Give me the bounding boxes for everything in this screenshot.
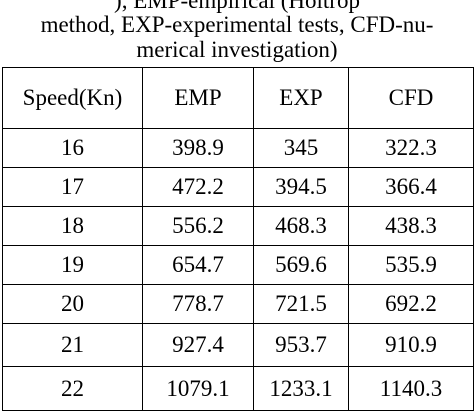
cell-emp: 927.4 — [142, 323, 254, 367]
header-exp: EXP — [253, 67, 349, 129]
cell-emp: 556.2 — [142, 206, 254, 246]
cell-cfd: 438.3 — [348, 206, 474, 246]
cell-exp: 569.6 — [253, 245, 349, 285]
table-row: 17 472.2 394.5 366.4 — [2, 167, 474, 207]
cell-speed: 17 — [2, 167, 143, 207]
cell-cfd: 366.4 — [348, 167, 474, 207]
cell-speed: 18 — [2, 206, 143, 246]
table-row: 22 1079.1 1233.1 1140.3 — [2, 366, 474, 411]
cell-speed: 22 — [2, 366, 143, 411]
cell-speed: 16 — [2, 128, 143, 168]
cell-cfd: 910.9 — [348, 323, 474, 367]
cell-exp: 394.5 — [253, 167, 349, 207]
resistance-table: Speed(Kn) EMP EXP CFD 16 398.9 345 322.3… — [2, 67, 474, 411]
cell-emp: 1079.1 — [142, 366, 254, 411]
cell-speed: 19 — [2, 245, 143, 285]
cell-speed: 20 — [2, 284, 143, 324]
cell-exp: 953.7 — [253, 323, 349, 367]
cell-cfd: 535.9 — [348, 245, 474, 285]
table-row: 19 654.7 569.6 535.9 — [2, 245, 474, 285]
cell-exp: 721.5 — [253, 284, 349, 324]
cell-emp: 654.7 — [142, 245, 254, 285]
cell-exp: 468.3 — [253, 206, 349, 246]
caption-line-cut: ), EMP-empirical (Holtrop — [114, 0, 360, 13]
cell-emp: 398.9 — [142, 128, 254, 168]
header-speed: Speed(Kn) — [2, 67, 143, 129]
cell-emp: 472.2 — [142, 167, 254, 207]
cell-cfd: 692.2 — [348, 284, 474, 324]
cell-cfd: 1140.3 — [348, 366, 474, 411]
cell-emp: 778.7 — [142, 284, 254, 324]
table-row: 20 778.7 721.5 692.2 — [2, 284, 474, 324]
table-row: 21 927.4 953.7 910.9 — [2, 323, 474, 367]
table-row: 18 556.2 468.3 438.3 — [2, 206, 474, 246]
cell-exp: 345 — [253, 128, 349, 168]
caption-line-1: method, EXP-experimental tests, CFD-nu- — [40, 12, 434, 37]
table-row: 16 398.9 345 322.3 — [2, 128, 474, 168]
caption-line-2: merical investigation) — [136, 37, 338, 62]
table-header-row: Speed(Kn) EMP EXP CFD — [2, 67, 474, 129]
cell-speed: 21 — [2, 323, 143, 367]
cell-exp: 1233.1 — [253, 366, 349, 411]
header-cfd: CFD — [348, 67, 474, 129]
cell-cfd: 322.3 — [348, 128, 474, 168]
header-emp: EMP — [142, 67, 254, 129]
